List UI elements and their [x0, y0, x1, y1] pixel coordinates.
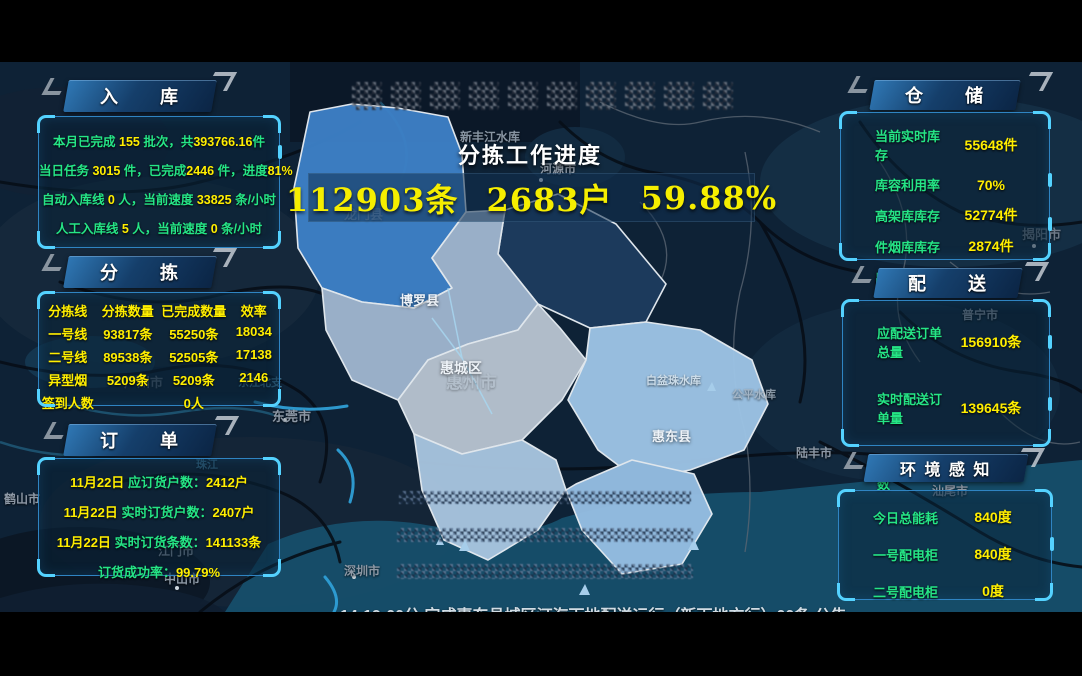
panel-orders: 11月22日 应订货户数：2412户 11月22日 实时订货户数：2407户 1… — [37, 457, 281, 580]
city-dot-zhongshan — [175, 586, 179, 590]
warehouse-row: 库容利用率 70% — [875, 176, 1006, 194]
panel-delivery-title: 配 送 — [908, 274, 988, 294]
panel-orders-title: 订 单 — [100, 431, 180, 451]
stat-percent: 59.88% — [640, 178, 778, 217]
progress-stat-bar: 112903条 2683户 59.88% — [286, 173, 776, 222]
panel-environment-header: 环 境 感 知 — [863, 454, 1029, 482]
map-label-lufeng: 陆丰市 — [796, 446, 833, 460]
warehouse-row: 当前实时库存 55648件 — [875, 129, 1018, 163]
panel-sorting-title: 分 拣 — [100, 263, 180, 283]
map-label-baipenzhu: 白盆珠水库 — [646, 375, 701, 387]
orders-line-3: 11月22日 实时订货条数：141133条 — [56, 535, 262, 550]
inbound-line-2: 当日任务 3015 件，已完成2446 件，进度81% — [39, 164, 293, 178]
map-label-xinfengjiang: 新丰江水库 — [460, 130, 521, 144]
progress-title: 分拣工作进度 — [457, 143, 602, 168]
stat-households: 2683户 — [486, 180, 613, 219]
sorting-header-row: 分拣线 分拣数量 已完成数量 效率 — [48, 304, 267, 319]
panel-delivery-header: 配 送 — [873, 268, 1023, 298]
panel-sorting-header: 分 拣 — [63, 256, 217, 288]
city-dot-dongguan — [283, 418, 287, 422]
warehouse-row: 高架库库存 52774件 — [875, 207, 1018, 224]
map-label-heyuan: 河源市 — [540, 162, 577, 176]
warehouse-row: 件烟库库存 2874件 — [875, 238, 1014, 255]
panel-environment: 今日总能耗 840度 一号配电柜 840度 二号配电柜 0度 — [837, 489, 1054, 601]
blurred-line-2 — [397, 528, 693, 542]
map-label-huicheng: 惠城区 — [440, 360, 482, 376]
inbound-line-1: 本月已完成 155 批次，共393766.16件 — [53, 135, 265, 149]
panel-warehouse-header: 仓 储 — [869, 80, 1021, 110]
ticker-text: 14:19:00分 完成惠东县城区汀海下地配送运行（新下地方行）00条 公告 — [340, 602, 847, 612]
panel-orders-header: 订 单 — [63, 424, 217, 456]
city-dot-shenzhen — [352, 575, 356, 579]
orders-line-1: 11月22日 应订货户数：2412户 — [70, 475, 248, 490]
environment-row: 二号配电柜 0度 — [873, 583, 1004, 600]
blurred-main-title — [352, 82, 733, 110]
sorting-row: 一号线 93817条 55250条 18034 — [48, 324, 272, 342]
delivery-row: 应配送订单总量 156910条 — [877, 326, 1022, 360]
panel-environment-title: 环 境 感 知 — [900, 462, 992, 479]
panel-warehouse: 当前实时库存 55648件 库容利用率 70% 高架库库存 52774件 件烟库库存 2… — [839, 111, 1052, 286]
inbound-line-4: 人工入库线 5 人，当前速度 0 条/小时 — [55, 222, 263, 236]
map-label-dongguan: 东莞市 — [272, 409, 312, 424]
sorting-row: 异型烟 5209条 5209条 2146 — [48, 370, 269, 388]
stat-pieces: 112903条 — [285, 180, 459, 219]
sorting-signin-row: 签到人数 0人 — [41, 396, 204, 411]
orders-line-2: 11月22日 实时订货户数：2407户 — [63, 505, 255, 520]
orders-line-4: 订货成功率：99.79% — [97, 565, 221, 580]
panel-inbound-header: 入 库 — [63, 80, 217, 112]
panel-inbound-title: 入 库 — [100, 87, 180, 107]
map-label-boluo: 博罗县 — [400, 293, 440, 308]
sorting-row: 二号线 89538条 52505条 17138 — [48, 347, 272, 365]
blurred-line-1 — [399, 491, 691, 504]
map-label-heshan: 鹤山市 — [4, 492, 41, 506]
delivery-row: 实时配送订单量 139645条 — [877, 392, 1022, 426]
environment-row: 一号配电柜 840度 — [873, 546, 1012, 563]
map-label-gongping: 公平水库 — [732, 389, 776, 401]
blurred-line-3 — [397, 564, 693, 579]
panel-inbound: 本月已完成 155 批次，共393766.16件 当日任务 3015 件，已完成… — [37, 115, 293, 249]
inbound-line-3: 自动入库线 0 人，当前速度 33825 条/小时 — [41, 193, 277, 207]
map-label-huizhou: 惠州市 — [446, 373, 497, 392]
map-label-huidong: 惠东县 — [652, 429, 692, 444]
environment-row: 今日总能耗 840度 — [873, 509, 1012, 526]
panel-warehouse-title: 仓 储 — [905, 86, 985, 106]
panel-sorting: 分拣线 分拣数量 已完成数量 效率 一号线 93817条 55250条 1803… — [37, 291, 281, 411]
map-label-shenzhen: 深圳市 — [344, 564, 381, 578]
